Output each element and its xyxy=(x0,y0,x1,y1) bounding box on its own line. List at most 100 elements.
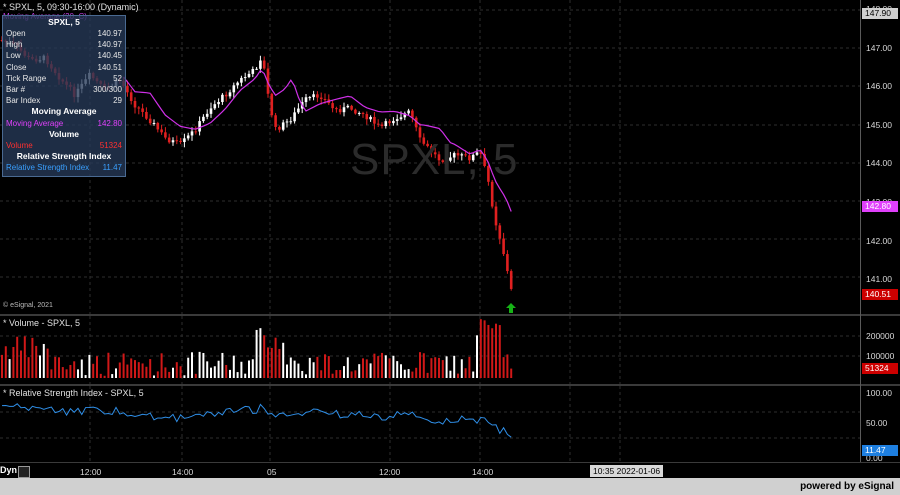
scroll-toggle-button[interactable] xyxy=(18,466,30,478)
price-tick: 144.00 xyxy=(866,158,892,169)
moving-average-line xyxy=(123,69,512,212)
price-candle xyxy=(190,131,194,136)
price-candle xyxy=(247,73,251,78)
price-candle xyxy=(342,107,346,113)
price-pane[interactable]: SPXL, 5 * SPXL, 5, 09:30-16:00 (Dynamic)… xyxy=(0,0,900,314)
high-price-tag: 147.90 xyxy=(862,8,898,19)
price-candle xyxy=(376,123,380,125)
info-row-open: Open 140.97 xyxy=(3,28,125,39)
rsi-pane[interactable]: * Relative Strength Index - SPXL, 5 100.… xyxy=(0,386,900,462)
info-row-tick-range: Tick Range 52 xyxy=(3,73,125,84)
price-candle xyxy=(202,116,205,122)
pane-divider[interactable] xyxy=(0,384,900,386)
volume-bar xyxy=(221,352,224,378)
volume-bar xyxy=(305,374,307,378)
price-candle xyxy=(437,154,441,161)
volume-bar xyxy=(115,368,117,378)
info-rsi-value: 11.47 xyxy=(102,163,122,173)
price-pane-title[interactable]: * SPXL, 5, 09:30-16:00 (Dynamic) xyxy=(3,2,139,12)
volume-bar xyxy=(308,357,311,378)
volume-bar xyxy=(50,369,53,378)
volume-bar xyxy=(365,359,368,378)
info-row-value: 300/300 xyxy=(93,84,122,94)
rsi-chart[interactable] xyxy=(0,386,860,462)
price-candle xyxy=(278,126,281,130)
price-candle xyxy=(487,165,490,182)
volume-bar xyxy=(69,364,72,378)
price-candle xyxy=(346,105,350,108)
volume-bar xyxy=(172,367,174,378)
volume-bar xyxy=(411,371,414,378)
volume-bar xyxy=(4,346,7,378)
volume-bar xyxy=(362,358,364,378)
volume-bar xyxy=(468,356,471,378)
price-candle xyxy=(468,155,471,161)
time-label: 12:00 xyxy=(379,467,401,477)
price-candle xyxy=(418,127,422,138)
volume-bar xyxy=(335,370,338,378)
volume-bar xyxy=(229,369,231,378)
volume-bar xyxy=(191,352,193,378)
info-row-low: Low 140.45 xyxy=(3,50,125,61)
symbol-watermark: SPXL, 5 xyxy=(350,135,519,184)
volume-bar xyxy=(267,347,269,378)
price-candle xyxy=(152,123,156,125)
info-row-high: High 140.97 xyxy=(3,39,125,50)
volume-pane[interactable]: * Volume - SPXL, 5 200000 100000 51324 xyxy=(0,316,900,384)
volume-bar xyxy=(472,371,475,378)
info-ma-label: Moving Average xyxy=(6,118,64,128)
volume-bar xyxy=(27,357,30,378)
volume-bar xyxy=(194,373,197,378)
info-row-label: Tick Range xyxy=(6,73,47,83)
info-row-value: 140.45 xyxy=(97,51,122,61)
info-row-value: 29 xyxy=(113,96,122,106)
price-candle xyxy=(483,153,486,166)
volume-bar xyxy=(384,355,387,378)
price-candle xyxy=(350,105,353,110)
price-candle xyxy=(240,77,243,83)
price-candle xyxy=(373,116,376,124)
price-candle xyxy=(380,124,384,126)
info-rsi-section: Relative Strength Index xyxy=(16,151,112,162)
volume-bar xyxy=(236,372,239,378)
volume-bar xyxy=(449,370,452,378)
price-candle xyxy=(171,140,175,143)
volume-pane-title[interactable]: * Volume - SPXL, 5 xyxy=(3,318,81,328)
dynamic-label[interactable]: Dyn xyxy=(0,465,18,475)
price-tick: 145.00 xyxy=(866,119,892,130)
price-candle xyxy=(186,135,190,139)
time-axis[interactable]: Dyn 12:00 14:00 05 12:00 14:00 10:35 202… xyxy=(0,462,900,479)
rsi-pane-title[interactable]: * Relative Strength Index - SPXL, 5 xyxy=(3,388,144,398)
price-candle xyxy=(308,97,312,99)
volume-bar xyxy=(1,354,3,378)
volume-bar xyxy=(149,359,152,378)
price-candle xyxy=(137,107,141,109)
volume-bar xyxy=(42,343,45,378)
volume-bar xyxy=(415,367,418,378)
volume-bar xyxy=(430,358,433,378)
price-candle xyxy=(475,152,479,155)
volume-bar xyxy=(320,370,323,378)
volume-bar xyxy=(168,371,171,378)
price-candle xyxy=(175,140,179,142)
volume-bar xyxy=(187,357,190,378)
pane-divider[interactable] xyxy=(0,314,900,316)
info-volume-row: Volume 51324 xyxy=(3,140,125,151)
price-candle xyxy=(441,160,445,162)
info-rsi-label: Relative Strength Index xyxy=(6,163,90,173)
volume-bar xyxy=(278,348,281,378)
price-candle xyxy=(430,146,433,153)
volume-chart[interactable] xyxy=(0,316,860,384)
volume-bar xyxy=(12,346,15,378)
volume-bar xyxy=(274,337,277,378)
volume-bar xyxy=(225,364,228,378)
info-row-label: Bar Index xyxy=(6,96,41,106)
volume-bar xyxy=(457,373,459,378)
price-candle xyxy=(411,110,414,118)
volume-bar xyxy=(324,354,326,378)
price-candle xyxy=(414,117,418,128)
price-candle xyxy=(304,97,308,103)
price-candle xyxy=(145,111,148,119)
rsi-tick: 50.00 xyxy=(866,418,888,428)
price-candle xyxy=(445,160,448,162)
